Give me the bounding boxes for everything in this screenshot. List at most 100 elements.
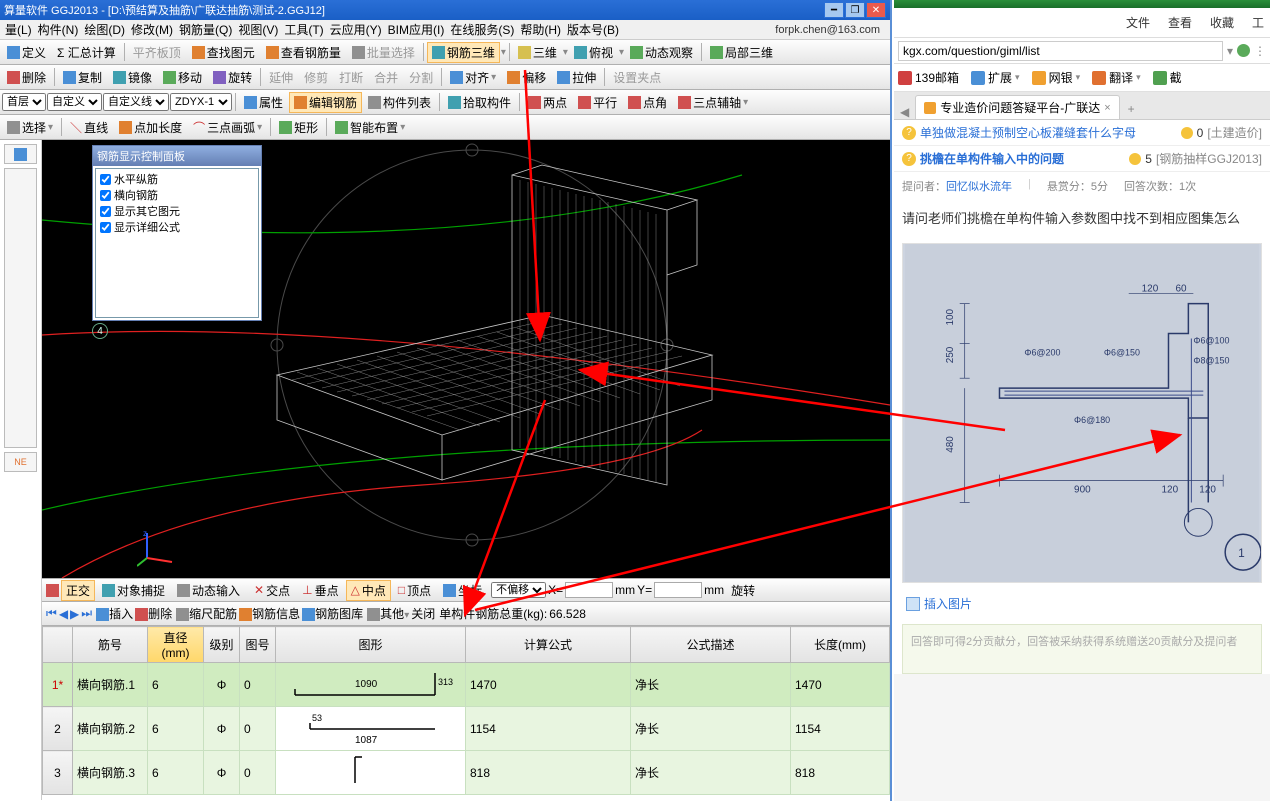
menu-item[interactable]: 帮助(H) <box>517 21 564 38</box>
offset-mode-select[interactable]: 不偏移 <box>491 582 546 598</box>
nav-first[interactable]: ⏮ <box>46 606 57 621</box>
cell-name[interactable]: 横向钢筋.2 <box>73 707 148 751</box>
menu-item[interactable]: 修改(M) <box>128 21 176 38</box>
cell-fig[interactable]: 0 <box>240 663 276 707</box>
three-aux-button[interactable]: 三点辅轴▾ <box>673 92 753 113</box>
other-button[interactable]: 其他▾ <box>367 605 409 622</box>
col-header[interactable]: 图形 <box>276 627 466 663</box>
rect-button[interactable]: 矩形 <box>274 117 323 138</box>
rebar-3d-button[interactable]: 钢筋三维 <box>427 42 500 63</box>
find-button[interactable]: 查找图元 <box>187 42 260 63</box>
custom-select[interactable]: 自定义 <box>47 93 102 111</box>
cell-shape[interactable] <box>276 751 466 795</box>
checkbox-row[interactable]: 横向钢筋 <box>98 187 256 203</box>
url-input[interactable] <box>898 41 1223 61</box>
cell-dia[interactable]: 6 <box>148 751 204 795</box>
two-point-button[interactable]: 两点 <box>523 92 572 113</box>
flat-button[interactable]: 平齐板顶 <box>128 42 186 63</box>
nav-next[interactable]: ▶ <box>70 607 79 621</box>
cell-len[interactable]: 1154 <box>791 707 890 751</box>
new-tab-button[interactable]: + <box>1122 99 1141 119</box>
question-attached-image[interactable]: 120 60 100 900 120 120 480 250 Φ6@200 Φ6… <box>902 243 1262 583</box>
menu-item[interactable]: 视图(V) <box>235 21 281 38</box>
tab-prev[interactable]: ◀ <box>896 105 913 119</box>
dock-item[interactable] <box>4 168 37 448</box>
split-button[interactable]: 分割 <box>404 67 438 88</box>
cell-desc[interactable]: 净长 <box>631 751 791 795</box>
delete-button[interactable]: 删除 <box>2 67 51 88</box>
cell-grade[interactable]: Φ <box>204 663 240 707</box>
extend-button[interactable]: 延伸 <box>264 67 298 88</box>
menu-item[interactable]: BIM应用(I) <box>385 21 448 38</box>
cell-dia[interactable]: 6 <box>148 707 204 751</box>
bookmark-item[interactable]: 139邮箱 <box>898 69 959 86</box>
3d-viewport[interactable]: 钢筋显示控制面板 水平纵筋 横向钢筋 显示其它图元 显示详细公式 4 z <box>42 140 890 578</box>
trim-button[interactable]: 修剪 <box>299 67 333 88</box>
checkbox-row[interactable]: 显示详细公式 <box>98 219 256 235</box>
row-number[interactable]: 1* <box>43 663 73 707</box>
bookmark-item[interactable]: 网银▾ <box>1032 69 1081 86</box>
cell-name[interactable]: 横向钢筋.3 <box>73 751 148 795</box>
intersect-snap[interactable]: ✕交点 <box>249 580 295 601</box>
cell-dia[interactable]: 6 <box>148 663 204 707</box>
col-header[interactable]: 计算公式 <box>466 627 631 663</box>
col-header[interactable]: 筋号 <box>73 627 148 663</box>
osnap-toggle[interactable]: 对象捕捉 <box>97 580 170 601</box>
cell-shape[interactable]: 1087 53 <box>276 707 466 751</box>
cell-calc[interactable]: 818 <box>466 751 631 795</box>
menu-item[interactable]: 工具(T) <box>281 21 326 38</box>
align-button[interactable]: 对齐▾ <box>445 67 501 88</box>
cell-fig[interactable]: 0 <box>240 707 276 751</box>
reply-textarea[interactable]: 回答即可得2分贡献分，回答被采纳获得系统赠送20贡献分及提问者 <box>902 624 1262 674</box>
cell-name[interactable]: 横向钢筋.1 <box>73 663 148 707</box>
cell-desc[interactable]: 净长 <box>631 707 791 751</box>
nav-prev[interactable]: ◀ <box>59 607 68 621</box>
checkbox[interactable] <box>100 222 111 233</box>
question-list-item[interactable]: ? 挑檐在单构件输入中的问题 5 [钢筋抽样GGJ2013] <box>894 146 1270 172</box>
y-input[interactable] <box>654 582 702 598</box>
row-number[interactable]: 2 <box>43 707 73 751</box>
insert-row-button[interactable]: 插入 <box>96 605 133 622</box>
close-button[interactable]: ✕ <box>866 2 886 18</box>
nav-last[interactable]: ⏭ <box>81 606 92 621</box>
menu-item[interactable]: 云应用(Y) <box>327 21 385 38</box>
close-table-button[interactable]: 关闭 <box>411 605 435 622</box>
menu-icon[interactable]: ⋮ <box>1254 44 1266 58</box>
browser-menu[interactable]: 文件 <box>1126 14 1150 31</box>
cell-shape[interactable]: 1090 313 <box>276 663 466 707</box>
tab-close-button[interactable]: × <box>1104 102 1110 114</box>
set-clip-button[interactable]: 设置夹点 <box>608 67 666 88</box>
bookmark-item[interactable]: 扩展▾ <box>971 69 1020 86</box>
perp-snap[interactable]: ⊥垂点 <box>297 580 343 601</box>
attr-button[interactable]: 属性 <box>239 92 288 113</box>
edit-rebar-button[interactable]: 编辑钢筋 <box>289 92 362 113</box>
select-button[interactable]: 选择▾ <box>2 117 58 138</box>
browser-tab[interactable]: 专业造价问题答疑平台-广联达 × <box>915 95 1119 119</box>
cell-fig[interactable]: 0 <box>240 751 276 795</box>
define-button[interactable]: 定义 <box>2 42 51 63</box>
cell-calc[interactable]: 1154 <box>466 707 631 751</box>
row-number[interactable]: 3 <box>43 751 73 795</box>
local-3d-button[interactable]: 局部三维 <box>705 42 778 63</box>
dock-item[interactable]: NE <box>4 452 37 472</box>
break-button[interactable]: 打断 <box>334 67 368 88</box>
3d-button[interactable]: 三维 <box>513 42 562 63</box>
minimize-button[interactable]: ━ <box>824 2 844 18</box>
cell-len[interactable]: 1470 <box>791 663 890 707</box>
menu-item[interactable]: 钢筋量(Q) <box>176 21 235 38</box>
menu-item[interactable]: 构件(N) <box>35 21 82 38</box>
menu-item[interactable]: 版本号(B) <box>564 21 622 38</box>
cell-grade[interactable]: Φ <box>204 751 240 795</box>
col-header[interactable] <box>43 627 73 663</box>
table-row[interactable]: 1* 横向钢筋.1 6 Φ 0 1090 313 1470 净长 1470 <box>43 663 890 707</box>
ortho-toggle[interactable]: 正交 <box>61 580 95 601</box>
mid-snap[interactable]: △中点 <box>346 580 391 601</box>
stretch-button[interactable]: 拉伸 <box>552 67 601 88</box>
dyn-input-toggle[interactable]: 动态输入 <box>172 580 245 601</box>
menu-item[interactable]: 在线服务(S) <box>447 21 517 38</box>
merge-button[interactable]: 合并 <box>369 67 403 88</box>
question-title[interactable]: 单独做混凝土预制空心板灌缝套什么字母 <box>920 124 1177 141</box>
floor-select[interactable]: 首层 <box>2 93 46 111</box>
menu-item[interactable]: 量(L) <box>2 21 35 38</box>
refresh-icon[interactable] <box>1237 44 1250 57</box>
